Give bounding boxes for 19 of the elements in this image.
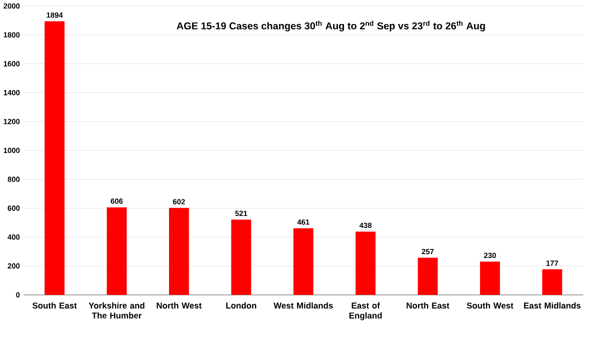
x-tick-label: South West [466,302,514,309]
bar [169,208,189,295]
bar [44,21,65,295]
bar [356,232,376,295]
x-tick-label: London [226,302,256,309]
x-tick-label: West Midlands [274,302,333,309]
chart-title: AGE 15-19 Cases changes 30$^{th}$ Aug to 2$^{nd}$ Sep vs 23$^{rd}$ to 26$^{th}$ Aug [176,20,485,32]
x-tick-label: East of England [349,302,382,320]
x-tick-label: Yorkshire and The Humber [88,302,144,319]
x-tick-label: North East [406,302,450,309]
bar [231,220,252,295]
x-tick-label: East Midlands [524,302,581,309]
bar [480,262,500,295]
bar [293,228,314,295]
bar [542,269,562,295]
x-tick-label: South East [32,302,77,309]
x-tick-label: North West [156,302,202,309]
bar [106,207,127,295]
bar [418,258,438,295]
